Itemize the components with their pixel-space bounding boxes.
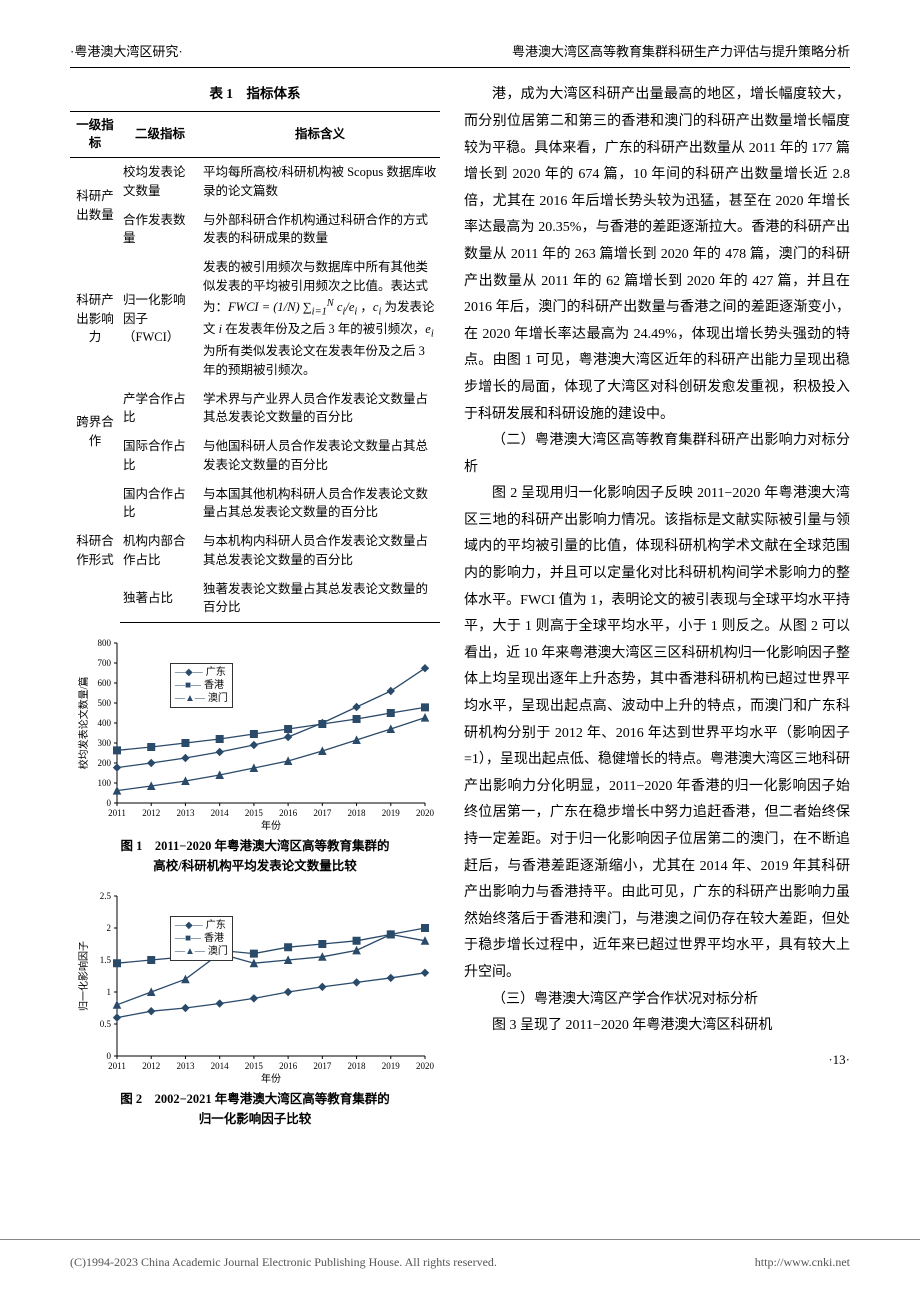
svg-text:2015: 2015 [245,1061,264,1071]
table-cell-l2: 产学合作占比 [120,385,200,433]
svg-text:年份: 年份 [261,1072,281,1083]
svg-text:800: 800 [98,638,112,648]
table-cell-desc: 发表的被引用频次与数据库中所有其他类似发表的平均被引用频次之比值。表达式为：FW… [200,253,440,384]
svg-text:700: 700 [98,658,112,668]
chart2-caption: 图 2 2002−2021 年粤港澳大湾区高等教育集群的 归一化影响因子比较 [70,1089,440,1129]
subheading-3: （三）粤港澳大湾区产学合作状况对标分析 [464,987,850,1014]
svg-text:200: 200 [98,758,112,768]
table-cell-l2: 归一化影响因子（FWCI） [120,253,200,384]
table-cell-l2: 机构内部合作占比 [120,527,200,575]
chart1: 0 100 200 300 400 500 600 700 800 2011 2012 2013 201… [75,635,435,830]
chart1-caption: 图 1 2011−2020 年粤港澳大湾区高等教育集群的 高校/科研机构平均发表… [70,836,440,876]
body-text-column: 港，成为大湾区科研产出量最高的地区，增长幅度较大，而分别位居第二和第三的香港和澳… [464,82,850,1139]
svg-text:2012: 2012 [142,1061,160,1071]
svg-text:2017: 2017 [313,1061,332,1071]
table-cell-l2: 合作发表数量 [120,206,200,254]
indicator-table: 一级指标 二级指标 指标含义 科研产出数量校均发表论文数量平均每所高校/科研机构… [70,111,440,623]
table-cell-desc: 与外部科研合作机构通过科研合作的方式发表的科研成果的数量 [200,206,440,254]
paragraph-1: 港，成为大湾区科研产出量最高的地区，增长幅度较大，而分别位居第二和第三的香港和澳… [464,82,850,428]
svg-text:0.5: 0.5 [100,1019,112,1029]
svg-text:2011: 2011 [108,808,126,818]
footer-url: http://www.cnki.net [755,1252,850,1274]
svg-text:2020: 2020 [416,808,435,818]
svg-text:归一化影响因子: 归一化影响因子 [77,941,90,1011]
svg-text:2014: 2014 [211,808,230,818]
table-cell-desc: 学术界与产业界人员合作发表论文数量占其总发表论文数量的百分比 [200,385,440,433]
table-cell-desc: 与本国其他机构科研人员合作发表论文数量占其总发表论文数量的百分比 [200,480,440,528]
th-desc: 指标含义 [200,111,440,158]
svg-text:2020: 2020 [416,1061,435,1071]
chart2: 0 0.5 1 1.5 2 2.5 2011 2012 2013 2014 2015 2016 2017… [75,888,435,1083]
svg-text:校均发表论文数量/篇: 校均发表论文数量/篇 [77,677,90,770]
svg-text:2016: 2016 [279,1061,298,1071]
table-cell-desc: 平均每所高校/科研机构被 Scopus 数据库收录的论文篇数 [200,158,440,206]
svg-text:0: 0 [107,798,112,808]
svg-text:1: 1 [107,987,112,997]
svg-text:2019: 2019 [382,808,401,818]
svg-text:0: 0 [107,1051,112,1061]
svg-text:2018: 2018 [348,1061,367,1071]
table-cell-l1: 跨界合作 [70,385,120,480]
table-cell-desc: 与本机构内科研人员合作发表论文数量占其总发表论文数量的百分比 [200,527,440,575]
th-level2: 二级指标 [120,111,200,158]
svg-text:500: 500 [98,698,112,708]
page-number: ·13· [464,1048,850,1073]
table1-caption: 表 1 指标体系 [70,82,440,106]
table-cell-l1: 科研产出数量 [70,158,120,254]
svg-text:2019: 2019 [382,1061,401,1071]
table-cell-l1: 科研产出影响力 [70,253,120,384]
svg-text:300: 300 [98,738,112,748]
svg-text:2.5: 2.5 [100,891,112,901]
paragraph-2: 图 2 呈现用归一化影响因子反映 2011−2020 年粤港澳大湾区三地的科研产… [464,481,850,986]
svg-text:2018: 2018 [348,808,367,818]
svg-text:2017: 2017 [313,808,332,818]
footer-copyright: (C)1994-2023 China Academic Journal Elec… [70,1252,497,1274]
svg-text:2013: 2013 [176,1061,195,1071]
table-cell-l2: 独著占比 [120,575,200,623]
page-header: ·粤港澳大湾区研究· 粤港澳大湾区高等教育集群科研生产力评估与提升策略分析 [70,40,850,68]
svg-text:年份: 年份 [261,819,281,830]
th-level1: 一级指标 [70,111,120,158]
svg-text:2011: 2011 [108,1061,126,1071]
svg-text:2013: 2013 [176,808,195,818]
chart-legend: —◆—广东—■—香港—▲—澳门 [170,916,233,961]
table-cell-l1: 科研合作形式 [70,480,120,623]
svg-text:400: 400 [98,718,112,728]
svg-text:2: 2 [107,923,112,933]
subheading-2: （二）粤港澳大湾区高等教育集群科研产出影响力对标分析 [464,428,850,481]
article-title: 粤港澳大湾区高等教育集群科研生产力评估与提升策略分析 [512,40,850,63]
svg-text:2014: 2014 [211,1061,230,1071]
table-cell-l2: 校均发表论文数量 [120,158,200,206]
table-cell-desc: 与他国科研人员合作发表论文数量占其总发表论文数量的百分比 [200,432,440,480]
svg-text:100: 100 [98,778,112,788]
table-cell-desc: 独著发表论文数量占其总发表论文数量的百分比 [200,575,440,623]
svg-text:2015: 2015 [245,808,264,818]
footer: (C)1994-2023 China Academic Journal Elec… [0,1239,920,1286]
section-label: ·粤港澳大湾区研究· [70,40,183,63]
svg-text:2012: 2012 [142,808,160,818]
table-cell-l2: 国际合作占比 [120,432,200,480]
paragraph-3: 图 3 呈现了 2011−2020 年粤港澳大湾区科研机 [464,1013,850,1040]
svg-text:2016: 2016 [279,808,298,818]
svg-text:600: 600 [98,678,112,688]
table-cell-l2: 国内合作占比 [120,480,200,528]
chart-legend: —◆—广东—■—香港—▲—澳门 [170,663,233,708]
svg-text:1.5: 1.5 [100,955,112,965]
